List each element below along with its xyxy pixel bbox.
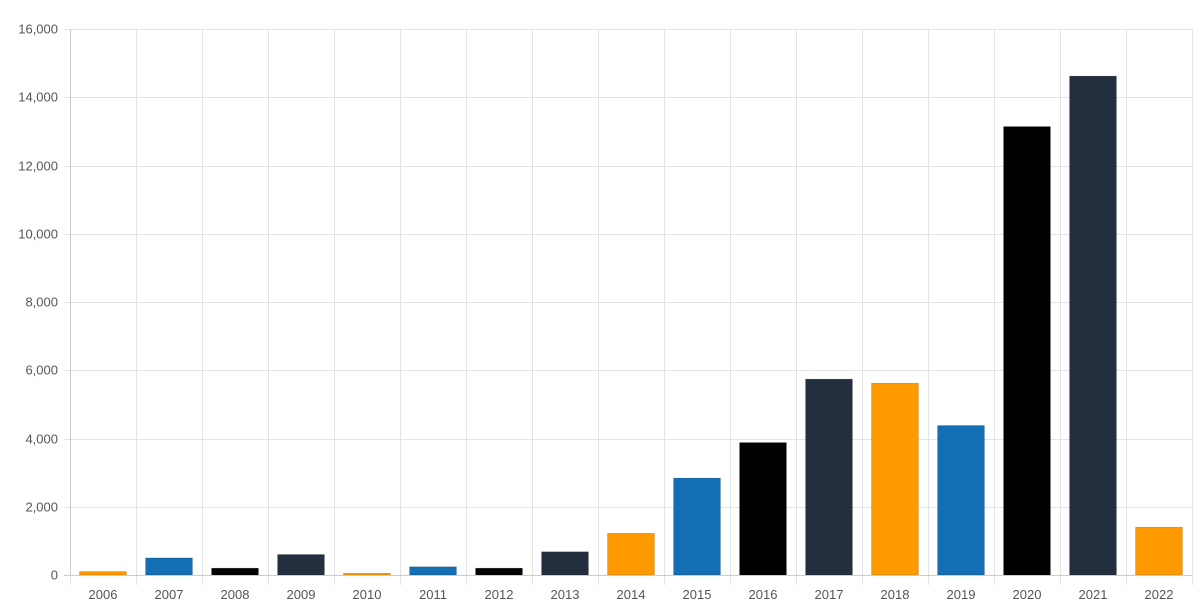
x-tick-label: 2014 <box>617 587 646 602</box>
x-tick-label: 2019 <box>947 587 976 602</box>
y-tick-label: 0 <box>51 568 58 583</box>
x-tick-label: 2020 <box>1013 587 1042 602</box>
bar-2010[interactable] <box>343 572 391 576</box>
bar-2015[interactable] <box>673 477 721 576</box>
bar-2013[interactable] <box>541 551 589 576</box>
x-tick-label: 2018 <box>881 587 910 602</box>
x-tick-label: 2015 <box>683 587 712 602</box>
bar-2016[interactable] <box>739 442 787 576</box>
x-tick-label: 2006 <box>89 587 118 602</box>
bar-2019[interactable] <box>937 425 985 576</box>
y-tick-label: 8,000 <box>25 295 58 310</box>
x-tick-label: 2013 <box>551 587 580 602</box>
bar-2020[interactable] <box>1003 126 1051 576</box>
x-tick-label: 2021 <box>1079 587 1108 602</box>
bar-series <box>79 75 1183 576</box>
y-axis-tick-labels: 0 2,000 4,000 6,000 8,000 10,000 12,000 14,000 1… <box>18 22 58 583</box>
bar-2022[interactable] <box>1135 526 1183 576</box>
y-tick-label: 10,000 <box>18 227 58 242</box>
y-tick-label: 2,000 <box>25 500 58 515</box>
y-tick-label: 4,000 <box>25 432 58 447</box>
y-tick-label: 14,000 <box>18 90 58 105</box>
bar-2021[interactable] <box>1069 75 1117 576</box>
bar-2012[interactable] <box>475 567 523 576</box>
x-axis-tick-labels: 2006 2007 2008 2009 2010 2011 2012 2013 2014 2015… <box>89 587 1174 602</box>
x-tick-label: 2016 <box>749 587 778 602</box>
axes <box>70 29 1192 576</box>
grid-lines <box>64 29 1193 585</box>
bar-2007[interactable] <box>145 557 193 576</box>
x-tick-label: 2007 <box>155 587 184 602</box>
bar-2018[interactable] <box>871 382 919 576</box>
x-tick-label: 2010 <box>353 587 382 602</box>
x-tick-label: 2011 <box>419 587 447 602</box>
x-tick-label: 2012 <box>485 587 514 602</box>
bar-2014[interactable] <box>607 533 655 576</box>
y-tick-label: 6,000 <box>25 363 58 378</box>
x-tick-label: 2009 <box>287 587 316 602</box>
x-tick-label: 2022 <box>1145 587 1174 602</box>
y-tick-label: 16,000 <box>18 22 58 37</box>
x-tick-label: 2008 <box>221 587 250 602</box>
bar-2008[interactable] <box>211 567 259 576</box>
y-tick-label: 12,000 <box>18 159 58 174</box>
bar-2011[interactable] <box>409 566 457 576</box>
bar-2009[interactable] <box>277 554 325 576</box>
x-tick-label: 2017 <box>815 587 844 602</box>
bar-2017[interactable] <box>805 378 853 576</box>
bar-2006[interactable] <box>79 571 127 576</box>
